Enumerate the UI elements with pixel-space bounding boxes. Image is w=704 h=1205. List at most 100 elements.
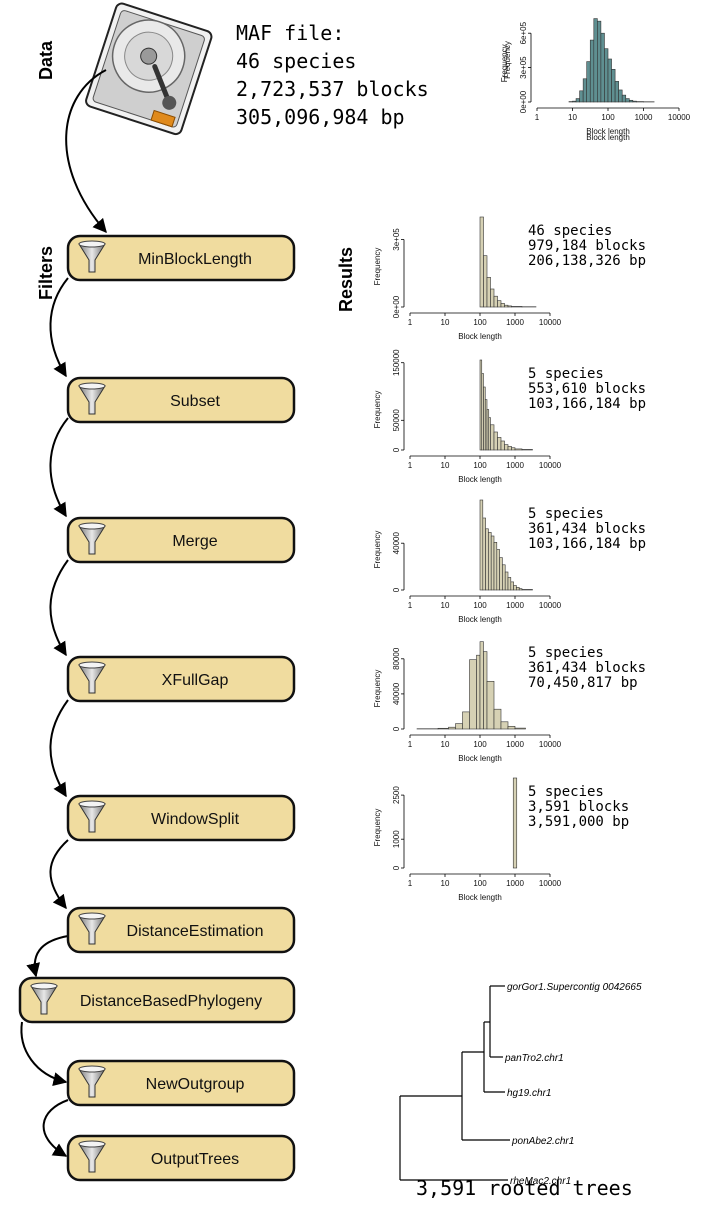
histogram-bar xyxy=(508,726,515,729)
y-tick-label: 0 xyxy=(392,865,401,870)
result-summary-line: 46 species xyxy=(528,223,612,239)
x-tick-label: 1000 xyxy=(506,879,524,888)
result-summary-line: 979,184 blocks xyxy=(528,238,646,254)
histogram-bars xyxy=(513,778,517,868)
y-tick-label: 3e+05 xyxy=(392,228,401,251)
filter-label: MinBlockLength xyxy=(138,251,252,268)
histogram-bar xyxy=(594,19,598,102)
histogram-bar xyxy=(580,91,584,102)
arrow-to-distanceestimation xyxy=(50,840,68,908)
histogram-bar xyxy=(522,589,533,590)
section-title-results: Results xyxy=(336,247,356,312)
histogram-bar xyxy=(604,49,608,102)
result-summary-line: 103,166,184 bp xyxy=(528,396,646,412)
arrow-to-outputtrees xyxy=(44,1100,68,1156)
histogram-bar xyxy=(491,536,494,590)
histogram-bar xyxy=(622,95,626,102)
tree-leaf-label: hg19.chr1 xyxy=(507,1088,551,1099)
filter-box-xfullgap: XFullGap xyxy=(68,657,294,701)
histogram-bar xyxy=(608,59,612,102)
histogram-bar xyxy=(519,589,522,590)
y-tick-label: 40000 xyxy=(392,682,401,705)
x-tick-label: 1 xyxy=(408,601,413,610)
histogram-bar xyxy=(470,660,477,729)
result-summary-line: 5 species xyxy=(528,645,604,661)
filter-box-windowsplit: WindowSplit xyxy=(68,796,294,840)
maf-line: 2,723,537 blocks xyxy=(236,77,429,101)
y-axis-label: Frequency xyxy=(503,41,512,79)
y-tick-label: 2500 xyxy=(392,786,401,804)
histogram-bar xyxy=(486,529,489,590)
histogram-bar xyxy=(597,21,601,102)
filter-label: OutputTrees xyxy=(151,1151,239,1168)
histogram-bar xyxy=(488,532,491,590)
x-tick-label: 1 xyxy=(535,113,540,122)
histogram-bar xyxy=(477,655,481,729)
filter-box-merge: Merge xyxy=(68,518,294,562)
result-summary-line: 5 species xyxy=(528,506,604,522)
x-tick-label: 10 xyxy=(568,113,577,122)
x-tick-label: 100 xyxy=(601,113,615,122)
y-tick-label: 50000 xyxy=(392,409,401,432)
histogram-bar xyxy=(494,542,497,590)
filter-box-outputtrees: OutputTrees xyxy=(68,1136,294,1180)
filter-boxes: MinBlockLength Subset Merge XFullGap WindowS… xyxy=(20,236,294,1180)
x-tick-label: 100 xyxy=(473,318,487,327)
filter-box-subset: Subset xyxy=(68,378,294,422)
x-axis-label: Block length xyxy=(586,133,630,142)
result-summary-line: 206,138,326 bp xyxy=(528,253,646,269)
x-axis-label: Block length xyxy=(458,475,502,484)
x-tick-label: 10000 xyxy=(539,740,562,749)
histogram-bars xyxy=(417,642,526,729)
x-tick-label: 1 xyxy=(408,318,413,327)
arrow-to-merge xyxy=(50,418,68,516)
histogram-bar xyxy=(487,681,494,729)
section-title-data: Data xyxy=(36,40,56,80)
arrow-to-xfullgap xyxy=(50,560,68,655)
histogram-bars xyxy=(569,19,654,102)
section-title-filters: Filters xyxy=(36,246,56,300)
x-tick-label: 10 xyxy=(441,740,450,749)
result-summary-line: 3,591,000 bp xyxy=(528,814,629,830)
y-tick-label: 150000 xyxy=(392,349,401,376)
histogram-bar xyxy=(619,90,623,102)
result-summary-line: 361,434 blocks xyxy=(528,660,646,676)
x-tick-label: 1 xyxy=(408,461,413,470)
histogram-bar xyxy=(601,33,605,102)
y-tick-label: 0 xyxy=(392,587,401,592)
y-tick-label: 80000 xyxy=(392,647,401,670)
y-tick-label: 6e+05 xyxy=(519,21,528,44)
x-tick-label: 1000 xyxy=(506,461,524,470)
filter-label: WindowSplit xyxy=(151,811,240,828)
histogram-bar xyxy=(494,296,498,307)
x-tick-label: 10 xyxy=(441,879,450,888)
x-tick-label: 100 xyxy=(473,461,487,470)
phylogenetic-tree xyxy=(400,986,510,1180)
histogram-bar xyxy=(508,446,512,450)
y-tick-label: 0 xyxy=(392,447,401,452)
filter-box-distancebasedphylogeny: DistanceBasedPhylogeny xyxy=(20,978,294,1022)
histogram-bars xyxy=(480,500,533,590)
histogram-bar xyxy=(487,277,491,307)
histogram-bar xyxy=(498,301,502,307)
histogram-bar xyxy=(508,577,511,590)
result-summary-line: 70,450,817 bp xyxy=(528,675,638,691)
x-tick-label: 10000 xyxy=(539,461,562,470)
x-tick-label: 100 xyxy=(473,740,487,749)
y-axis-label: Frequency xyxy=(373,531,382,569)
arrow-to-windowsplit xyxy=(50,700,68,796)
histogram-bar xyxy=(505,305,509,307)
x-tick-label: 1 xyxy=(408,879,413,888)
histogram-bar xyxy=(512,448,516,450)
histogram-bar xyxy=(500,558,503,590)
filter-label: Merge xyxy=(172,533,217,550)
x-tick-label: 10000 xyxy=(539,318,562,327)
x-tick-label: 10000 xyxy=(539,879,562,888)
arrow-to-newoutgroup xyxy=(21,1022,66,1082)
x-tick-label: 1000 xyxy=(635,113,653,122)
tree-caption: 3,591 rooted trees xyxy=(416,1176,633,1200)
x-tick-label: 10 xyxy=(441,461,450,470)
